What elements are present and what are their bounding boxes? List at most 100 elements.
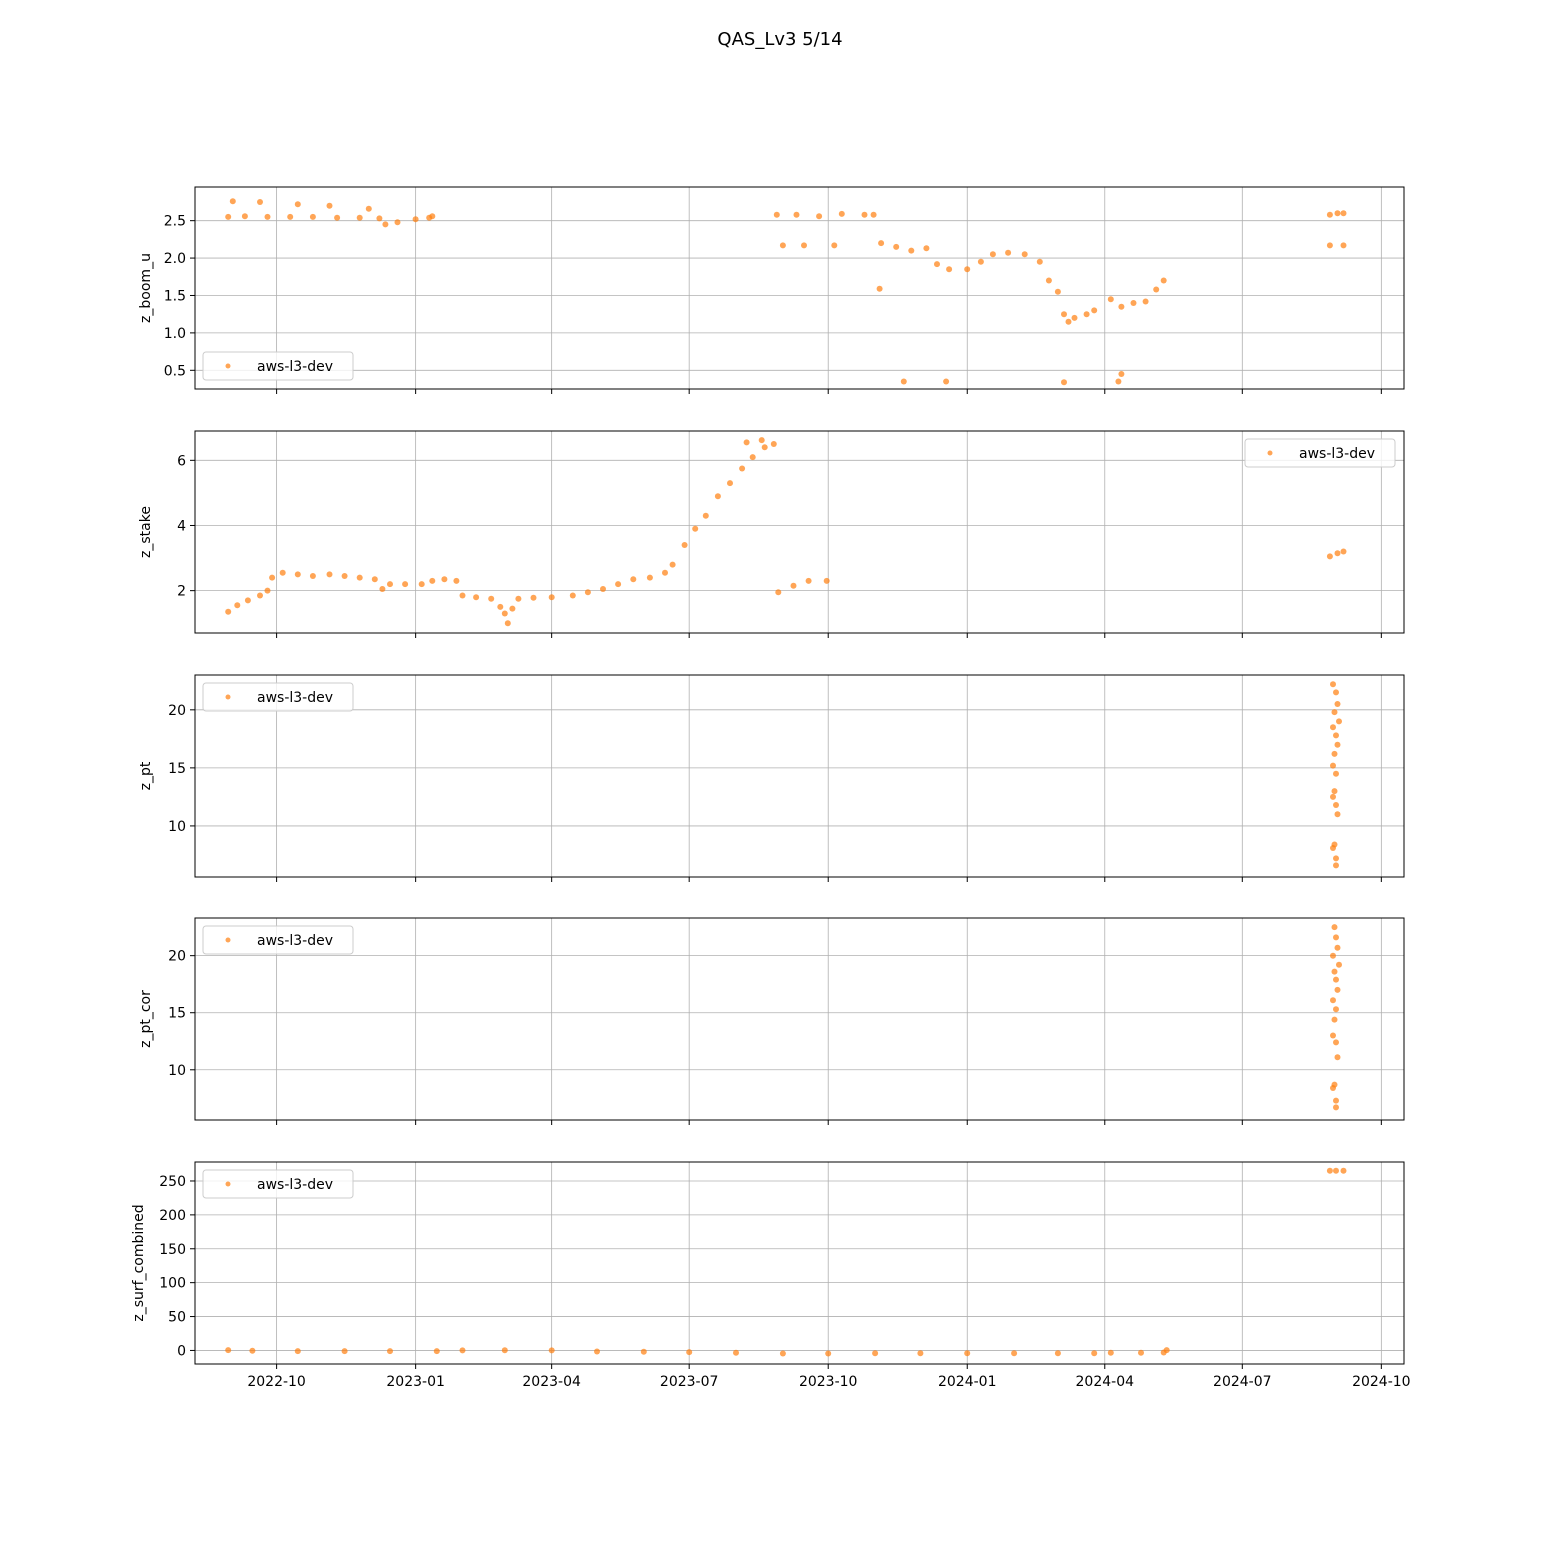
data-point	[805, 577, 812, 584]
y-tick-label: 250	[159, 1174, 186, 1190]
data-point	[412, 216, 419, 223]
data-point	[569, 592, 576, 599]
data-point	[1334, 944, 1341, 951]
data-point	[1326, 1167, 1333, 1174]
data-point	[743, 439, 750, 446]
data-point	[1333, 802, 1339, 808]
data-point	[387, 581, 393, 588]
data-point	[229, 198, 236, 205]
legend-box	[202, 351, 354, 381]
data-point	[878, 240, 885, 247]
data-point	[387, 1348, 393, 1355]
x-tick-label: 2024-10	[1352, 1374, 1411, 1390]
legend-label: aws-l3-dev	[257, 933, 333, 949]
legend-box	[202, 682, 354, 712]
data-point	[790, 582, 797, 589]
data-point	[294, 201, 301, 208]
data-point	[964, 1350, 971, 1357]
data-point	[1163, 1347, 1170, 1354]
data-point	[379, 586, 386, 592]
data-point	[1333, 1097, 1339, 1104]
data-point	[225, 213, 232, 220]
data-point	[376, 215, 383, 222]
data-point	[257, 199, 263, 205]
data-point	[1065, 318, 1072, 325]
data-point	[433, 1348, 440, 1355]
data-point	[692, 525, 699, 532]
subplot-2: 2 4 6 z_stake aws-l3-dev	[138, 430, 1405, 638]
data-point	[418, 581, 425, 588]
data-point	[1011, 1350, 1018, 1357]
x-tick-label: 2024-07	[1213, 1374, 1272, 1390]
data-point	[1107, 1349, 1114, 1356]
y-axis-label: z_stake	[138, 506, 154, 558]
data-point	[1333, 770, 1339, 777]
data-point	[1054, 288, 1061, 295]
data-point	[733, 1349, 739, 1356]
data-point	[1330, 724, 1336, 731]
data-point	[1142, 298, 1149, 305]
y-tick-label: 20	[168, 949, 186, 965]
data-point	[441, 576, 448, 583]
data-point	[402, 581, 409, 588]
data-point	[1340, 1167, 1347, 1174]
data-point	[801, 242, 807, 249]
legend-label: aws-l3-dev	[257, 690, 333, 706]
legend-marker	[1267, 450, 1273, 456]
y-tick-label: 0	[177, 1343, 186, 1359]
data-point	[1333, 732, 1339, 739]
data-point	[779, 1350, 786, 1357]
y-axis-label: z_pt	[138, 761, 154, 790]
data-point	[669, 561, 676, 568]
data-point	[1331, 924, 1338, 931]
y-tick-label: 15	[168, 1006, 186, 1022]
data-point	[615, 581, 622, 588]
subplot-4: 10 15 20 z_pt_cor aws-l3-dev	[138, 917, 1405, 1125]
data-point	[371, 576, 378, 583]
data-point	[1333, 1167, 1339, 1174]
data-point	[548, 1347, 555, 1354]
data-point	[1061, 379, 1067, 386]
data-point	[946, 266, 953, 273]
data-point	[1331, 1016, 1338, 1023]
data-point	[501, 1347, 508, 1354]
legend: aws-l3-dev	[202, 925, 354, 955]
data-point	[548, 594, 555, 601]
axes-frame	[194, 674, 1405, 878]
legend-label: aws-l3-dev	[257, 359, 333, 375]
data-point	[1333, 1104, 1339, 1111]
data-point	[341, 1348, 348, 1355]
y-tick-label: 200	[159, 1208, 186, 1224]
data-point	[739, 465, 746, 472]
data-point	[1334, 741, 1341, 748]
data-point	[1330, 762, 1336, 769]
data-point	[681, 542, 688, 548]
data-point	[1160, 277, 1167, 284]
y-tick-label: 4	[177, 518, 186, 534]
data-point	[1330, 793, 1336, 800]
data-point	[257, 592, 263, 599]
data-point	[1326, 242, 1333, 249]
data-point	[1334, 986, 1341, 993]
data-point	[943, 378, 950, 385]
y-tick-label: 50	[168, 1310, 186, 1326]
data-point	[923, 245, 930, 252]
subplot-5: 2022-10 2023-01 2023-04 2023-07 2023-10 2024-…	[131, 1161, 1411, 1390]
data-point	[630, 576, 637, 583]
x-tick-label: 2022-10	[247, 1374, 306, 1390]
data-point	[861, 211, 868, 218]
data-point	[365, 205, 372, 212]
data-point	[761, 444, 768, 451]
series-points	[225, 1167, 1347, 1357]
data-point	[294, 571, 301, 578]
data-point	[515, 595, 522, 602]
y-tick-label: 6	[177, 453, 186, 469]
y-axis-label: z_pt_cor	[138, 990, 154, 1048]
data-point	[497, 603, 504, 610]
data-point	[770, 441, 777, 447]
data-point	[1330, 1085, 1336, 1091]
legend-box	[202, 925, 354, 955]
data-point	[1333, 934, 1339, 941]
data-point	[773, 211, 780, 218]
